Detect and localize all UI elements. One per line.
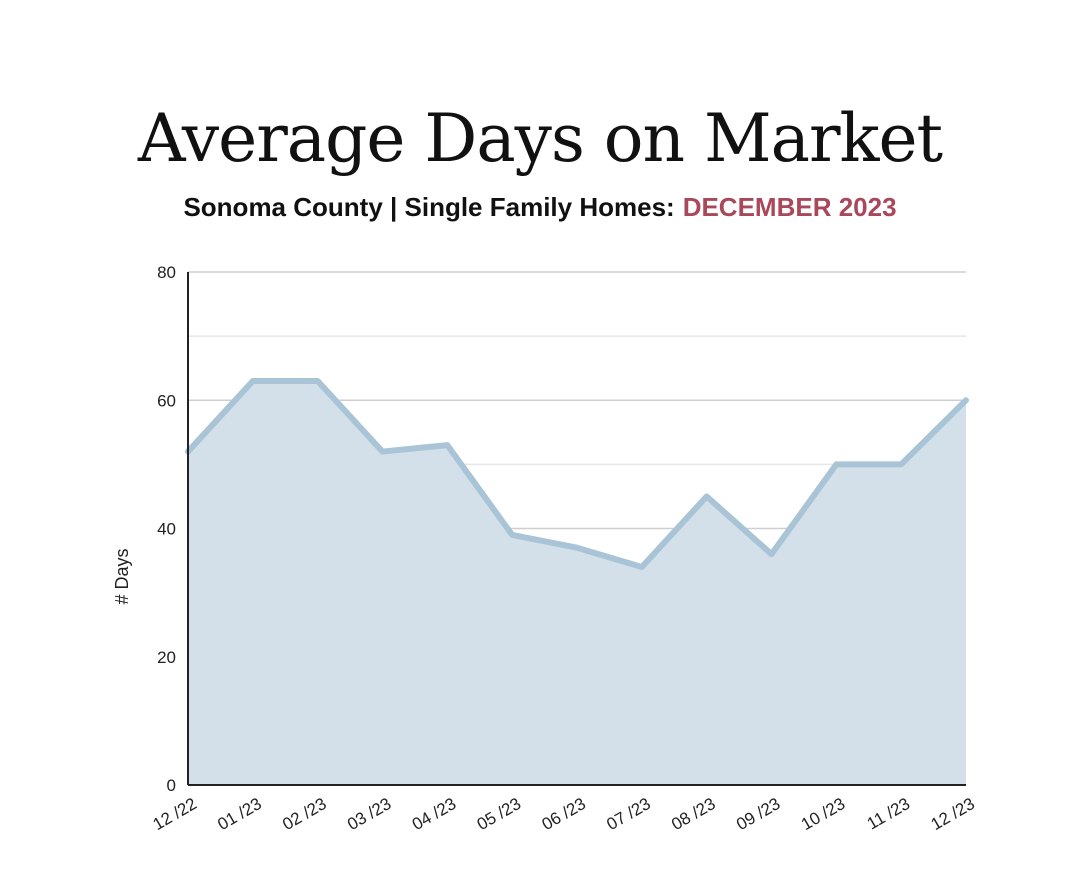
x-tick-label: 06 /23 [539, 794, 589, 834]
subtitle-period: DECEMBER 2023 [682, 192, 897, 222]
chart-subtitle: Sonoma County | Single Family Homes: DECE… [0, 192, 1080, 223]
area-fill [188, 381, 966, 785]
x-tick-label: 07 /23 [603, 794, 653, 834]
y-axis-title: # Days [112, 548, 132, 604]
x-tick-label: 11 /23 [864, 794, 913, 833]
x-tick-label: 02 /23 [279, 794, 329, 834]
x-tick-label: 05 /23 [474, 794, 524, 834]
x-tick-label: 10 /23 [798, 794, 848, 834]
x-tick-label: 12 /22 [150, 794, 200, 834]
chart-title: Average Days on Market [137, 100, 943, 177]
y-tick-label: 80 [157, 263, 176, 282]
x-tick-label: 09 /23 [733, 794, 783, 834]
x-tick-label: 12 /23 [928, 794, 978, 834]
x-tick-label: 04 /23 [409, 794, 459, 834]
y-tick-label: 60 [157, 391, 176, 410]
x-tick-label: 08 /23 [668, 794, 718, 834]
y-tick-label: 0 [167, 776, 176, 795]
x-tick-label: 03 /23 [344, 794, 394, 834]
subtitle-region: Sonoma County | Single Family Homes: [183, 192, 675, 222]
y-tick-label: 20 [157, 648, 176, 667]
x-tick-label: 01 /23 [214, 794, 264, 834]
series-line [185, 378, 969, 570]
y-tick-label: 40 [157, 520, 176, 539]
